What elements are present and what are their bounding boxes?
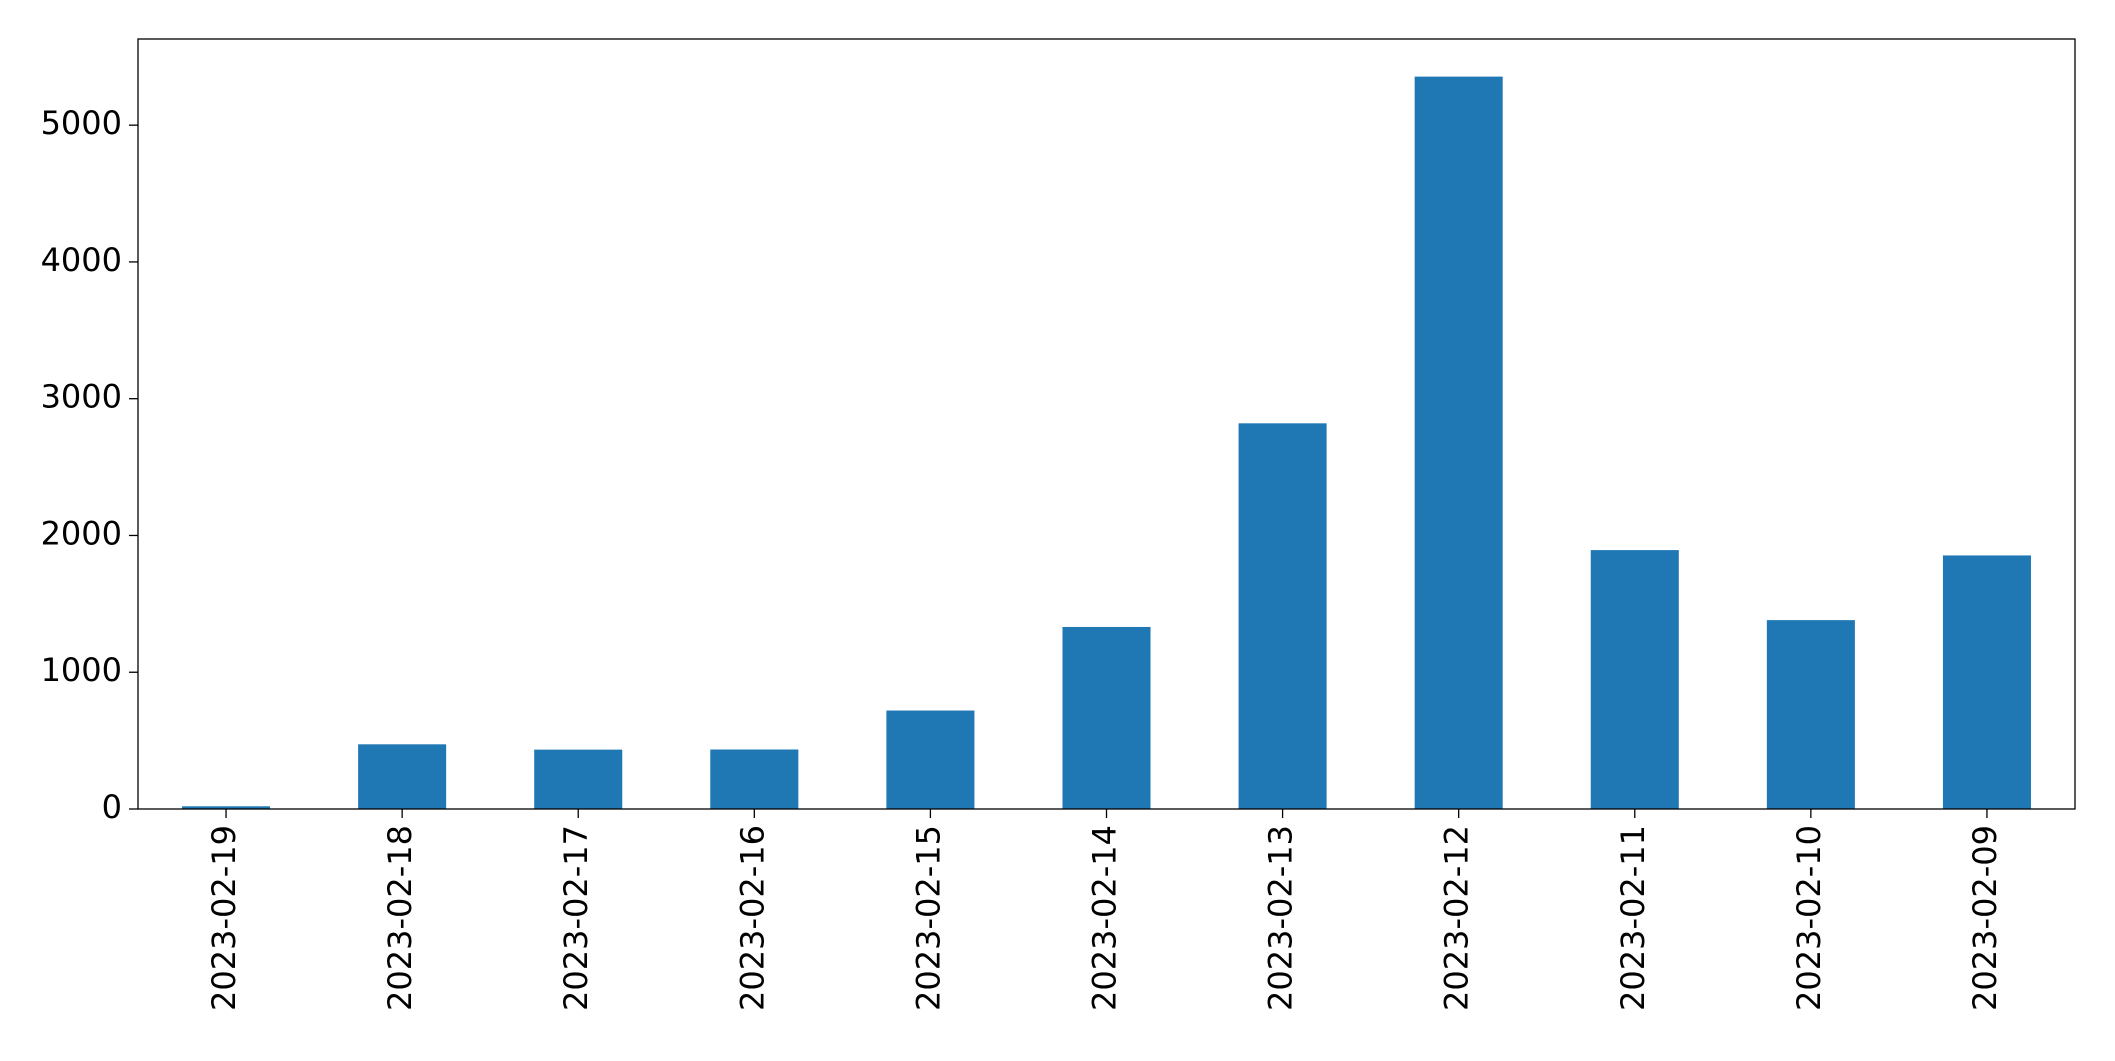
y-tick-label: 1000 bbox=[41, 651, 122, 689]
y-tick-label: 4000 bbox=[41, 241, 122, 279]
bar bbox=[1062, 626, 1151, 809]
y-tick-label: 2000 bbox=[41, 514, 122, 552]
x-tick-label: 2023-02-10 bbox=[1790, 825, 1828, 1011]
x-tick-label: 2023-02-15 bbox=[909, 825, 947, 1011]
x-tick-label: 2023-02-16 bbox=[733, 825, 771, 1011]
bar bbox=[710, 749, 799, 809]
bar bbox=[1766, 620, 1855, 809]
bar bbox=[534, 749, 623, 809]
bar bbox=[1238, 423, 1327, 809]
x-tick-label: 2023-02-18 bbox=[381, 825, 419, 1011]
y-tick-label: 5000 bbox=[41, 104, 122, 142]
bar bbox=[886, 710, 975, 809]
x-tick-label: 2023-02-19 bbox=[205, 825, 243, 1011]
bar bbox=[1590, 550, 1679, 809]
x-tick-label: 2023-02-14 bbox=[1086, 825, 1124, 1011]
plot-frame bbox=[137, 38, 2076, 810]
x-tick-label: 2023-02-12 bbox=[1438, 825, 1476, 1011]
bar bbox=[1414, 76, 1503, 809]
bar bbox=[1942, 555, 2031, 809]
y-tick-label: 3000 bbox=[41, 378, 122, 416]
y-tick-label: 0 bbox=[102, 788, 122, 826]
x-tick-label: 2023-02-17 bbox=[557, 825, 595, 1011]
x-tick-label: 2023-02-11 bbox=[1614, 825, 1652, 1011]
x-tick-label: 2023-02-13 bbox=[1262, 825, 1300, 1011]
x-tick-label: 2023-02-09 bbox=[1966, 825, 2004, 1011]
bar bbox=[358, 744, 447, 809]
bar bbox=[182, 806, 271, 809]
